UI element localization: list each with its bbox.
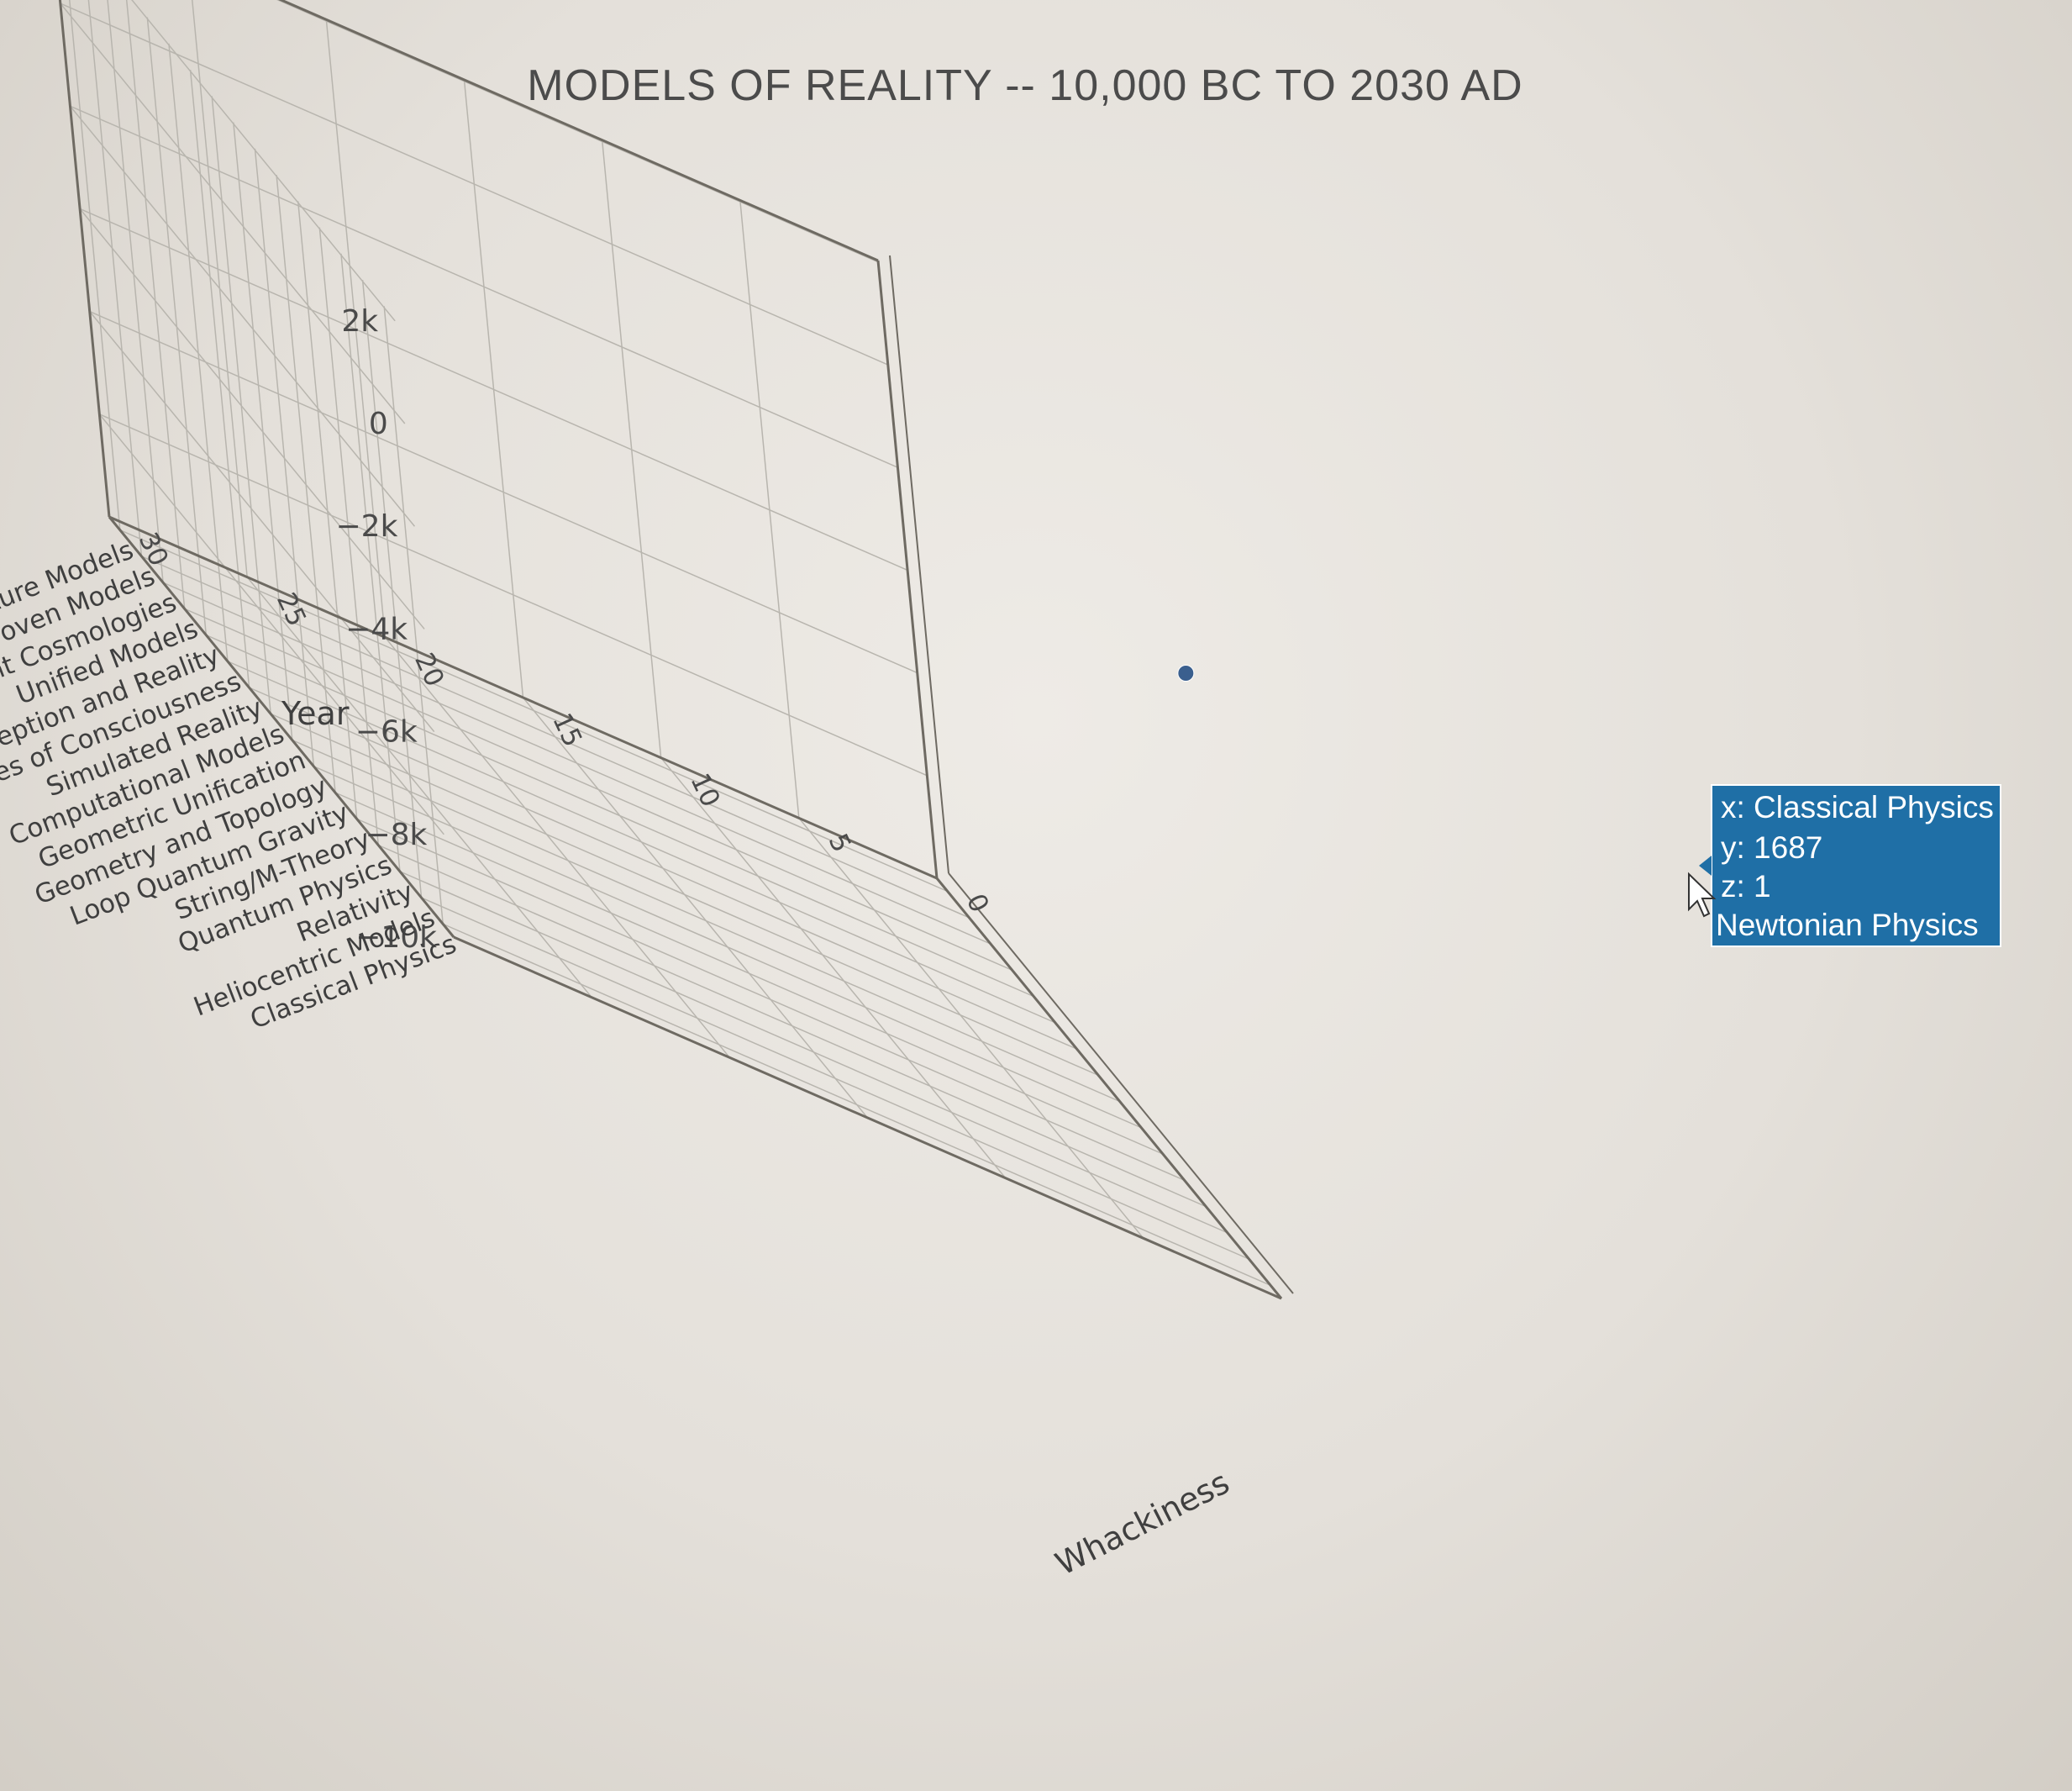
side-wall-grid-line <box>131 0 396 322</box>
data-point <box>1177 664 1195 682</box>
frame-edge <box>453 935 1282 1300</box>
frame-edge <box>876 260 939 879</box>
frame-edge <box>58 0 111 518</box>
back-wall-grid-line <box>739 200 800 819</box>
floor-grid-line <box>522 697 869 1119</box>
floor-grid-line <box>384 636 730 1058</box>
tooltip-name: Newtonian Physics <box>1716 908 1979 942</box>
back-wall-grid-line <box>99 414 928 777</box>
back-wall-grid-line <box>59 0 110 518</box>
y-tick-label: −10k <box>355 920 437 955</box>
floor-grid-line <box>798 817 1144 1239</box>
back-wall-grid-line <box>60 3 889 366</box>
frame-layer <box>58 0 1294 1300</box>
side-wall-grid-line <box>79 208 425 629</box>
tooltip-y: y: 1687 <box>1721 830 1822 865</box>
y-tick-label: −4k <box>345 612 408 646</box>
frame-edge <box>108 516 455 938</box>
frame-edge <box>889 255 949 874</box>
tooltip-z: z: 1 <box>1721 869 1771 903</box>
side-wall-grid-line <box>68 0 121 530</box>
z-axis-title: Whackiness <box>1049 1463 1235 1583</box>
y-axis-title: Year <box>281 695 350 732</box>
z-tick-label: 10 <box>684 769 725 812</box>
back-wall-grid-line <box>276 0 879 263</box>
floor-grid-line <box>399 871 1228 1234</box>
z-tick-label: 15 <box>546 708 587 751</box>
tooltip-box <box>1711 784 2001 947</box>
floor-grid-line <box>334 792 1164 1155</box>
z-tick-label: 20 <box>408 649 450 692</box>
z-tick-label: 5 <box>823 830 857 857</box>
back-wall-grid-line <box>463 79 524 698</box>
side-wall-grid-line <box>125 0 186 609</box>
floor-grid-line <box>249 687 1077 1050</box>
floor-grid-line <box>270 713 1099 1077</box>
data-points <box>1177 664 1195 682</box>
floor-grid-line <box>184 608 1012 972</box>
back-wall-grid-line <box>89 310 918 674</box>
side-wall-grid-line <box>89 311 435 733</box>
grid-layer <box>59 0 1282 1299</box>
back-wall-grid-line <box>79 208 908 572</box>
mouse-cursor-icon <box>1688 872 1717 918</box>
z-tick-label: 25 <box>271 588 312 631</box>
back-wall-grid-line <box>192 0 248 577</box>
floor-grid-line <box>421 897 1249 1260</box>
frame-edge <box>948 872 1294 1294</box>
floor-grid-line <box>206 634 1034 998</box>
frame-edge <box>935 877 1283 1299</box>
y-tick-label: 2k <box>341 304 378 339</box>
y-tick-label: 0 <box>369 407 388 441</box>
floor-grid-line <box>119 529 949 893</box>
chart-title: MODELS OF REALITY -- 10,000 BC TO 2030 A… <box>527 61 1523 110</box>
side-wall-grid-line <box>60 3 406 424</box>
frame-edge <box>108 515 938 880</box>
floor-grid-line <box>246 577 592 998</box>
floor-grid-line <box>313 766 1142 1129</box>
floor-grid-line <box>292 739 1121 1103</box>
y-tick-label: −2k <box>336 509 398 544</box>
floor-grid-line <box>162 582 991 945</box>
floor-grid-line <box>141 556 970 919</box>
back-wall-grid-line <box>601 140 662 758</box>
tooltip-pointer <box>1699 856 1712 876</box>
floor-grid-line <box>227 661 1056 1024</box>
side-wall-grid-line <box>69 105 416 527</box>
y-tick-label: −6k <box>355 715 418 750</box>
back-wall-grid-line <box>70 105 898 468</box>
frame-edge <box>278 0 879 262</box>
floor-grid-line <box>356 818 1185 1182</box>
floor-grid-line <box>442 923 1271 1287</box>
side-wall-grid-line <box>98 414 444 835</box>
hover-tooltip: x: Classical Physics y: 1687 z: 1 Newton… <box>1699 784 2001 947</box>
floor-grid-line <box>660 757 1007 1179</box>
y-tick-label: −8k <box>365 818 427 852</box>
floor-grid-line <box>378 844 1207 1208</box>
tooltip-x: x: Classical Physics <box>1721 790 1994 824</box>
side-wall-grid-line <box>87 0 143 556</box>
